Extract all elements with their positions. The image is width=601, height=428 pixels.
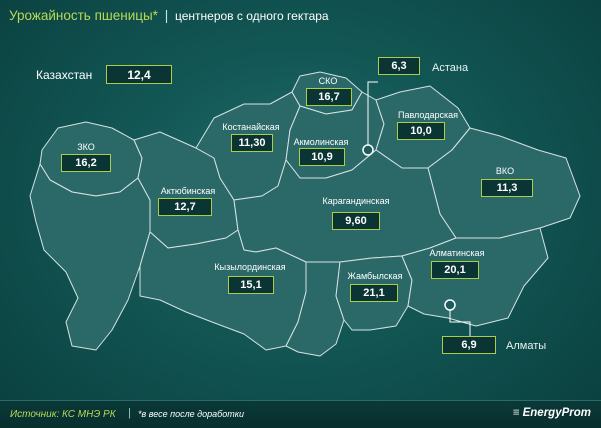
brand-logo: ≡ EnergyProm bbox=[513, 407, 591, 419]
region-label-kyzylorda: Кызылординская bbox=[214, 262, 286, 272]
energyprom-logo-icon: ≡ bbox=[512, 407, 520, 419]
astana-marker bbox=[362, 144, 374, 156]
almaty-leader bbox=[449, 306, 471, 336]
title-main: Урожайность пшеницы* bbox=[9, 8, 158, 23]
region-value-karaganda: 9,60 bbox=[332, 212, 380, 230]
region-label-sko: СКО bbox=[318, 76, 338, 86]
title-subtitle: центнеров с одного гектара bbox=[174, 9, 329, 23]
country-label: Казахстан bbox=[36, 68, 93, 82]
region-value-zhambyl: 21,1 bbox=[350, 284, 398, 302]
region-west-south bbox=[29, 163, 151, 351]
region-label-akmola: Акмолинская bbox=[293, 137, 349, 147]
region-value-vko: 11,3 bbox=[481, 179, 533, 197]
region-value-pavlodar: 10,0 bbox=[397, 122, 445, 140]
almaty-marker bbox=[444, 299, 456, 311]
region-label-aktobe: Актюбинская bbox=[160, 186, 216, 196]
region-value-kyzylorda: 15,1 bbox=[228, 276, 274, 294]
country-value: 12,4 bbox=[106, 65, 172, 84]
region-label-almaty-region: Алматинская bbox=[429, 248, 485, 258]
footer-separator: | bbox=[128, 407, 131, 419]
region-value-akmola: 10,9 bbox=[299, 148, 345, 166]
region-value-aktobe: 12,7 bbox=[158, 198, 212, 216]
footnote-text: *в весе после доработки bbox=[138, 409, 244, 419]
region-value-almaty-region: 20,1 bbox=[431, 261, 479, 279]
astana-leader bbox=[367, 81, 378, 150]
city-label-astana: Астана bbox=[432, 62, 469, 74]
region-label-kostanay: Костанайская bbox=[222, 122, 280, 132]
city-value-almaty: 6,9 bbox=[442, 336, 496, 354]
region-value-sko: 16,7 bbox=[306, 88, 352, 106]
region-value-zko: 16,2 bbox=[61, 154, 111, 172]
region-value-kostanay: 11,30 bbox=[231, 134, 273, 152]
region-label-vko: ВКО bbox=[495, 166, 515, 176]
footer: Источник: КС МНЭ РК | *в весе после дора… bbox=[0, 400, 601, 428]
page-title: Урожайность пшеницы* | центнеров с одног… bbox=[9, 8, 329, 23]
title-separator: | bbox=[164, 8, 169, 23]
source-text: Источник: КС МНЭ РК bbox=[10, 409, 116, 420]
region-label-pavlodar: Павлодарская bbox=[398, 110, 458, 120]
region-label-zhambyl: Жамбылская bbox=[347, 271, 403, 281]
city-value-astana: 6,3 bbox=[378, 57, 420, 75]
brand-name: EnergyProm bbox=[522, 407, 591, 419]
region-label-karaganda: Карагандинская bbox=[322, 196, 390, 206]
city-label-almaty: Алматы bbox=[506, 340, 547, 352]
region-label-zko: ЗКО bbox=[77, 142, 95, 152]
